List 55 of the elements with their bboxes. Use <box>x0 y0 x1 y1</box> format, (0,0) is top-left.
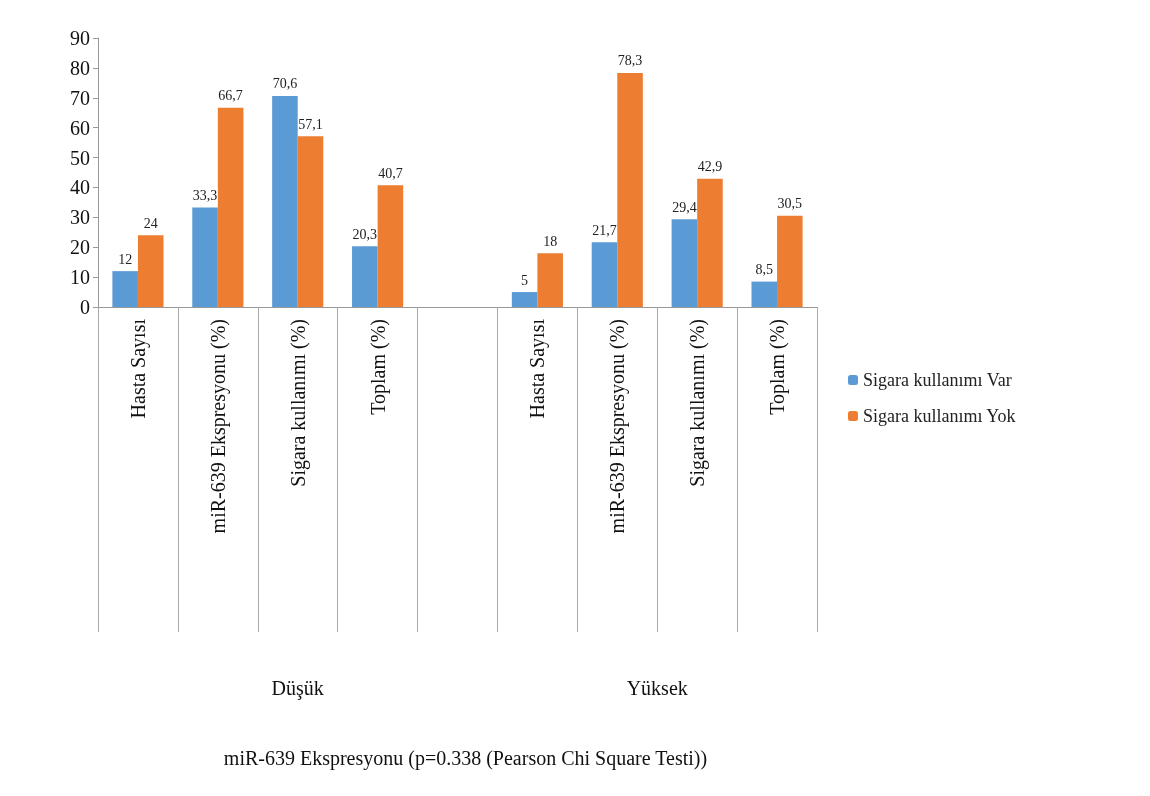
text: Düşük <box>271 677 324 700</box>
x-tick-label: Sigara kullanımı (%) <box>686 319 710 487</box>
y-tick-label: 70 <box>70 86 90 109</box>
y-tick-label: 10 <box>70 266 90 289</box>
legend-label: Sigara kullanımı Yok <box>863 406 1016 426</box>
y-tick-label: 20 <box>70 236 90 259</box>
y-tick-label: 80 <box>70 56 90 79</box>
data-label: 29,4 <box>672 199 697 215</box>
y-tick-label: 50 <box>70 146 90 169</box>
text: miR-639 Ekspresyonu (p=0.338 (Pearson Chi Square Testi)) <box>223 747 708 770</box>
data-label: 42,9 <box>697 159 723 175</box>
data-label: 30,5 <box>777 196 803 212</box>
data-label: 24 <box>143 215 158 231</box>
bar <box>697 178 723 307</box>
data-label: 40,7 <box>378 165 403 181</box>
bar <box>751 281 778 307</box>
x-tick-label: Toplam (%) <box>766 319 790 415</box>
text: Yüksek <box>626 677 688 699</box>
data-label: 12 <box>118 251 133 267</box>
data-label: 78,3 <box>617 53 643 69</box>
bar <box>617 72 643 307</box>
bar <box>377 185 404 307</box>
x-tick-label: miR-639 Ekspresyonu (%) <box>606 319 630 534</box>
x-tick-label: Hasta Sayısı <box>526 318 550 419</box>
bar <box>511 292 538 307</box>
data-label: 57,1 <box>298 116 323 132</box>
data-label: 66,7 <box>218 88 243 104</box>
x-tick-label: Hasta Sayısı <box>126 318 150 419</box>
data-label: 5 <box>521 272 529 288</box>
data-label: 20,3 <box>352 226 378 242</box>
x-tick-label: Sigara kullanımı (%) <box>286 319 310 487</box>
y-tick-label: 0 <box>80 296 90 318</box>
x-tick-label: Toplam (%) <box>366 319 390 415</box>
bar <box>352 246 378 307</box>
bar <box>272 95 298 307</box>
y-tick-label: 30 <box>70 206 90 229</box>
legend-label: Sigara kullanımı Var <box>863 370 1012 390</box>
data-label: 21,7 <box>592 222 617 238</box>
data-label: 70,6 <box>272 76 298 92</box>
x-tick-label: miR-639 Ekspresyonu (%) <box>206 319 230 534</box>
bar <box>297 136 324 307</box>
data-label: 18 <box>543 233 558 249</box>
bar <box>777 215 803 307</box>
bar <box>112 271 138 307</box>
bar <box>137 235 164 307</box>
y-tick-label: 60 <box>70 116 90 139</box>
y-tick-label: 90 <box>70 27 90 49</box>
y-tick-label: 40 <box>70 176 90 199</box>
bar <box>217 107 244 307</box>
bar <box>591 242 618 307</box>
bar <box>192 207 218 307</box>
bar <box>671 219 698 307</box>
data-label: 8,5 <box>755 262 774 278</box>
bar <box>537 253 563 307</box>
data-label: 33,3 <box>192 187 218 203</box>
